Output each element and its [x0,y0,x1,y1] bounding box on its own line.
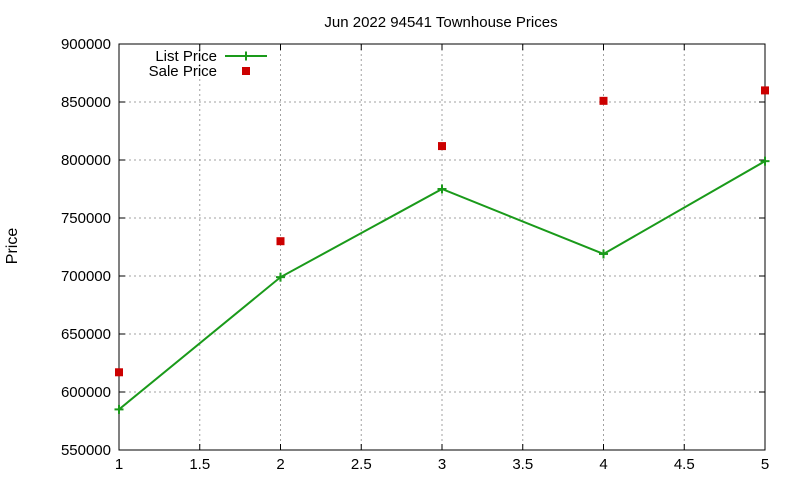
y-tick-label: 700000 [61,268,111,285]
x-tick-label: 2 [276,456,284,473]
list-price-point [760,156,770,166]
y-tick-label: 850000 [61,94,111,111]
plot-frame [118,43,766,451]
sale-price-point [438,142,446,151]
y-tick-label: 900000 [61,36,111,53]
sale-price-point [115,368,123,377]
y-tick-label: 550000 [61,442,111,459]
x-tick-label: 4 [599,456,607,473]
x-tick-label: 3.5 [512,456,533,473]
sale-price-point [276,237,285,246]
list-price-point [276,272,285,282]
legend-plus-marker [241,51,251,61]
y-axis-label: Price [4,228,21,265]
sale-price-point [599,96,608,105]
y-tick-label: 650000 [61,326,111,343]
list-price-point [599,249,608,259]
sale-price-point [761,86,769,95]
y-tick-label: 600000 [61,384,111,401]
legend-label: Sale Price [149,63,217,80]
y-tick-label: 800000 [61,152,111,169]
axes: 1 1.5 2 2.5 3 3.5 4 4.5 5 550000 600000 650000 70000… [61,36,769,473]
list-price-point [114,404,124,414]
data-series [114,86,770,414]
x-tick-label: 1 [115,456,123,473]
x-tick-label: 3 [438,456,446,473]
x-tick-label: 1.5 [189,456,210,473]
x-tick-label: 5 [761,456,769,473]
grid-lines [119,44,765,450]
y-tick-label: 750000 [61,210,111,227]
x-tick-label: 2.5 [351,456,372,473]
legend-square-marker [242,67,250,75]
legend-label: List Price [155,48,217,65]
chart-title: Jun 2022 94541 Townhouse Prices [324,14,557,31]
x-tick-label: 4.5 [674,456,695,473]
list-price-point [437,184,447,194]
